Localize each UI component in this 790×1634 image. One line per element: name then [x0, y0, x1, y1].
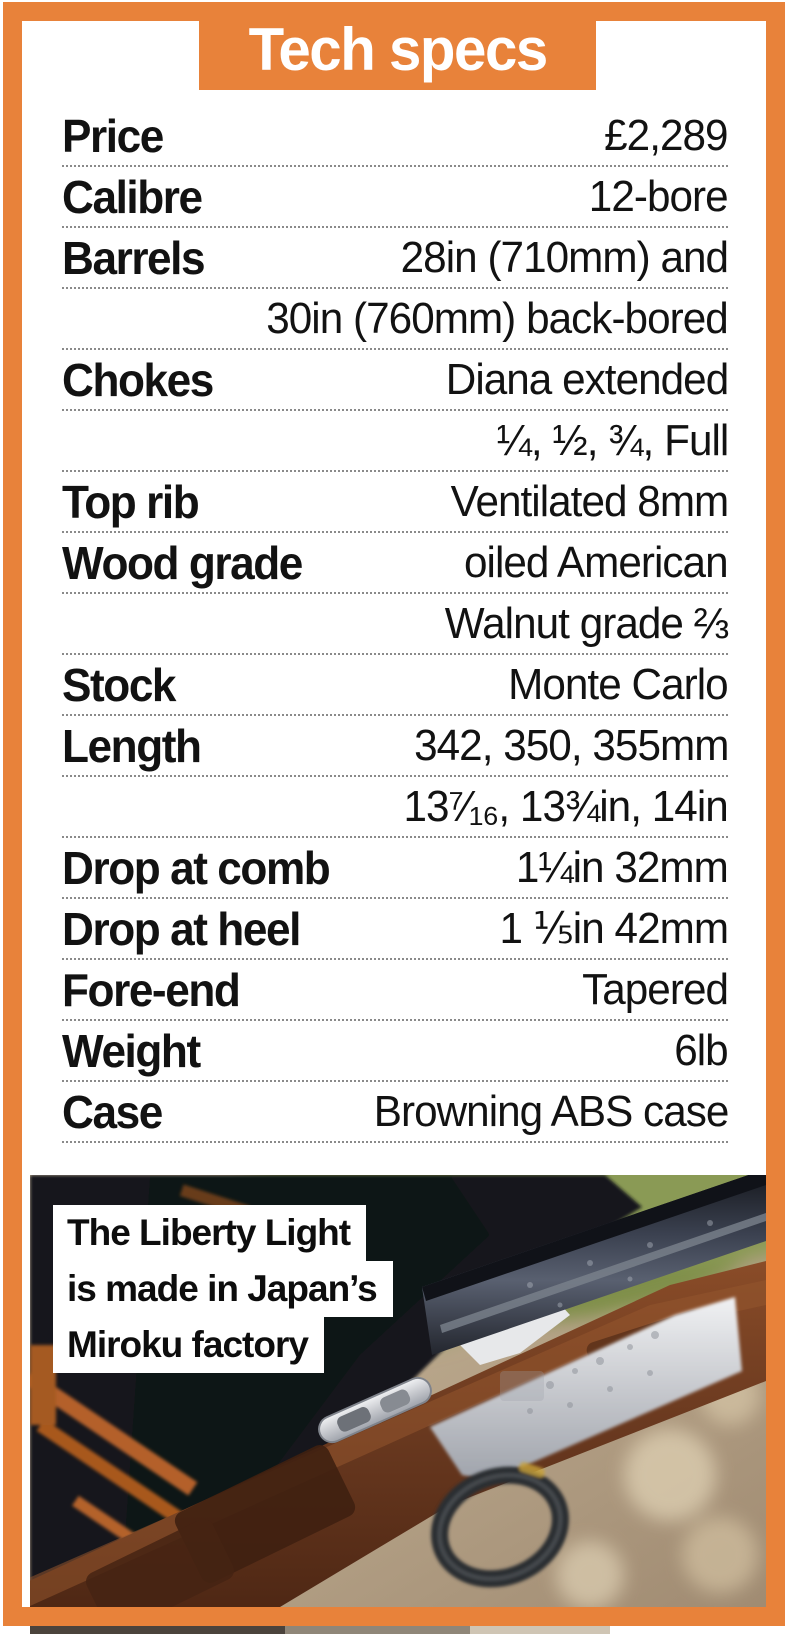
spec-value: Ventilated 8mm	[450, 476, 729, 526]
spec-value: 12-bore	[589, 171, 729, 221]
orange-frame	[3, 2, 785, 1626]
spec-row: Fore-end Tapered	[62, 960, 729, 1021]
spec-label: Top rib	[62, 475, 200, 528]
spec-label: Calibre	[62, 170, 203, 223]
spec-row: ¼, ½, ¾, Full	[62, 411, 729, 472]
spec-row: Stock Monte Carlo	[62, 655, 729, 716]
spec-value: 342, 350, 355mm	[413, 720, 729, 770]
caption-line: is made in Japan’s	[53, 1261, 393, 1317]
spec-value: Tapered	[582, 964, 729, 1014]
photo-caption: The Liberty Light is made in Japan’s Mir…	[53, 1205, 393, 1373]
spec-value: £2,289	[604, 110, 729, 160]
spec-row: Price £2,289	[62, 106, 729, 167]
tech-specs-banner: Tech specs	[199, 16, 596, 90]
spec-value: oiled American	[464, 537, 729, 587]
spec-label: Stock	[62, 658, 176, 711]
caption-line: The Liberty Light	[53, 1205, 367, 1261]
spec-value: Browning ABS case	[373, 1086, 729, 1136]
spec-label: Case	[62, 1085, 163, 1138]
spec-label: Wood grade	[62, 536, 303, 589]
caption-line: Miroku factory	[53, 1317, 324, 1373]
spec-label: Chokes	[62, 353, 214, 406]
spec-value: 6lb	[674, 1025, 729, 1075]
bottom-page-sliver	[30, 1626, 285, 1634]
spec-value: Walnut grade ⅔	[444, 598, 729, 648]
spec-row: 13⁷⁄₁₆, 13¾in, 14in	[62, 777, 729, 838]
panel-title: Tech specs	[248, 16, 548, 83]
specs-table: Price £2,289 Calibre 12-bore Barrels 28i…	[62, 106, 729, 1143]
spec-row: Chokes Diana extended	[62, 350, 729, 411]
spec-value: Monte Carlo	[508, 659, 728, 709]
spec-value: 30in (760mm) back-bored	[266, 293, 729, 343]
spec-row: Wood grade oiled American	[62, 533, 729, 594]
spec-label: Fore-end	[62, 963, 241, 1016]
spec-value: 28in (710mm) and	[400, 232, 729, 282]
spec-row: Weight 6lb	[62, 1021, 729, 1082]
spec-value: Diana extended	[445, 354, 729, 404]
spec-value: ¼, ½, ¾, Full	[496, 415, 729, 465]
spec-label: Length	[62, 719, 202, 772]
spec-label: Barrels	[62, 231, 206, 284]
bottom-page-sliver	[470, 1626, 610, 1634]
spec-row: Case Browning ABS case	[62, 1082, 729, 1143]
spec-row: Calibre 12-bore	[62, 167, 729, 228]
spec-row: Barrels 28in (710mm) and	[62, 228, 729, 289]
spec-row: Top rib Ventilated 8mm	[62, 472, 729, 533]
spec-label: Drop at comb	[62, 841, 331, 894]
spec-value: 13⁷⁄₁₆, 13¾in, 14in	[403, 781, 729, 831]
spec-row: Drop at heel 1 ⅕in 42mm	[62, 899, 729, 960]
spec-row: Length 342, 350, 355mm	[62, 716, 729, 777]
spec-label: Drop at heel	[62, 902, 301, 955]
spec-row: 30in (760mm) back-bored	[62, 289, 729, 350]
gun-photo: The Liberty Light is made in Japan’s Mir…	[30, 1175, 766, 1607]
spec-value: 1¼in 32mm	[515, 842, 729, 892]
spec-row: Walnut grade ⅔	[62, 594, 729, 655]
spec-value: 1 ⅕in 42mm	[499, 904, 729, 953]
bottom-page-sliver	[285, 1626, 470, 1634]
spec-label: Weight	[62, 1024, 201, 1077]
spec-label: Price	[62, 109, 164, 162]
spec-row: Drop at comb 1¼in 32mm	[62, 838, 729, 899]
